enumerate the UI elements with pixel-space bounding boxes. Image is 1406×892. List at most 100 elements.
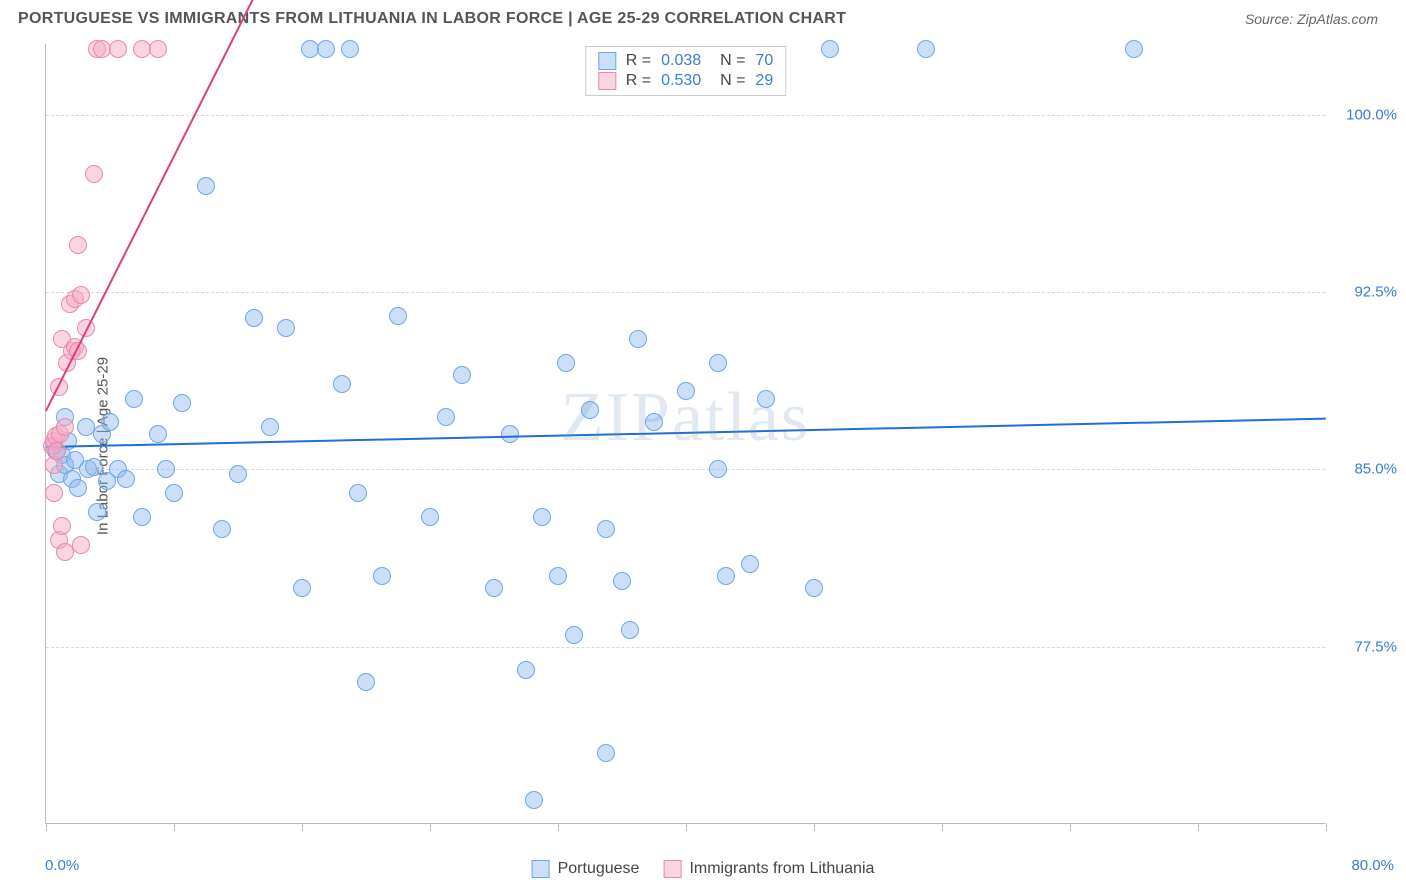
scatter-point (109, 40, 127, 58)
y-tick-label: 77.5% (1335, 638, 1397, 655)
gridline (46, 115, 1325, 116)
scatter-point (389, 307, 407, 325)
scatter-point (149, 40, 167, 58)
legend-label: Portuguese (558, 860, 640, 878)
legend-label: Immigrants from Lithuania (689, 860, 874, 878)
legend-r-value: 0.530 (661, 72, 701, 90)
scatter-point (453, 366, 471, 384)
scatter-point (293, 579, 311, 597)
x-max-label: 80.0% (1351, 857, 1394, 874)
scatter-point (173, 394, 191, 412)
scatter-point (317, 40, 335, 58)
scatter-point (373, 567, 391, 585)
x-tick (814, 823, 815, 831)
legend-swatch (598, 52, 616, 70)
scatter-point (557, 354, 575, 372)
scatter-point (421, 508, 439, 526)
y-tick-label: 92.5% (1335, 284, 1397, 301)
scatter-point (341, 40, 359, 58)
y-tick-label: 100.0% (1335, 106, 1397, 123)
scatter-point (213, 520, 231, 538)
scatter-point (1125, 40, 1143, 58)
scatter-point (597, 520, 615, 538)
scatter-point (517, 661, 535, 679)
series-legend: Portuguese Immigrants from Lithuania (532, 860, 875, 878)
scatter-point (437, 408, 455, 426)
plot-area: 77.5%85.0%92.5%100.0% ZIPatlas R = 0.038… (45, 44, 1325, 824)
scatter-point (621, 621, 639, 639)
scatter-point (917, 40, 935, 58)
scatter-point (133, 508, 151, 526)
scatter-point (48, 442, 66, 460)
x-min-label: 0.0% (45, 857, 79, 874)
legend-item: Portuguese (532, 860, 640, 878)
scatter-point (69, 236, 87, 254)
x-tick (942, 823, 943, 831)
x-tick (46, 823, 47, 831)
gridline (46, 292, 1325, 293)
legend-text: N = (711, 72, 745, 90)
legend-row: R = 0.530 N = 29 (598, 71, 773, 91)
scatter-point (821, 40, 839, 58)
scatter-point (125, 390, 143, 408)
scatter-point (565, 626, 583, 644)
trend-line (46, 417, 1326, 448)
x-tick (174, 823, 175, 831)
legend-swatch (532, 860, 550, 878)
scatter-point (229, 465, 247, 483)
scatter-point (72, 286, 90, 304)
scatter-point (645, 413, 663, 431)
scatter-point (349, 484, 367, 502)
scatter-point (629, 330, 647, 348)
scatter-point (69, 479, 87, 497)
scatter-point (117, 470, 135, 488)
scatter-point (333, 375, 351, 393)
scatter-point (533, 508, 551, 526)
scatter-point (613, 572, 631, 590)
scatter-point (357, 673, 375, 691)
scatter-point (45, 484, 63, 502)
scatter-point (709, 354, 727, 372)
legend-text: R = (626, 52, 651, 70)
scatter-point (85, 165, 103, 183)
x-tick (1198, 823, 1199, 831)
scatter-point (101, 413, 119, 431)
scatter-point (501, 425, 519, 443)
scatter-point (805, 579, 823, 597)
y-tick-label: 85.0% (1335, 461, 1397, 478)
legend-r-value: 0.038 (661, 52, 701, 70)
x-tick (302, 823, 303, 831)
x-tick (430, 823, 431, 831)
scatter-point (677, 382, 695, 400)
chart-title: PORTUGUESE VS IMMIGRANTS FROM LITHUANIA … (18, 10, 846, 28)
legend-n-value: 29 (755, 72, 773, 90)
scatter-point (157, 460, 175, 478)
scatter-point (709, 460, 727, 478)
legend-swatch (598, 72, 616, 90)
scatter-point (72, 536, 90, 554)
trend-line (45, 0, 255, 412)
x-tick (1326, 823, 1327, 831)
scatter-point (261, 418, 279, 436)
scatter-point (277, 319, 295, 337)
scatter-point (88, 503, 106, 521)
scatter-point (717, 567, 735, 585)
source-label: Source: ZipAtlas.com (1245, 11, 1378, 27)
scatter-point (757, 390, 775, 408)
legend-n-value: 70 (755, 52, 773, 70)
legend-row: R = 0.038 N = 70 (598, 51, 773, 71)
scatter-point (549, 567, 567, 585)
x-tick (1070, 823, 1071, 831)
scatter-point (149, 425, 167, 443)
legend-swatch (663, 860, 681, 878)
scatter-point (53, 517, 71, 535)
gridline (46, 647, 1325, 648)
scatter-point (56, 418, 74, 436)
scatter-point (165, 484, 183, 502)
scatter-point (245, 309, 263, 327)
scatter-point (485, 579, 503, 597)
scatter-point (741, 555, 759, 573)
legend-text: R = (626, 72, 651, 90)
x-tick (686, 823, 687, 831)
x-tick (558, 823, 559, 831)
